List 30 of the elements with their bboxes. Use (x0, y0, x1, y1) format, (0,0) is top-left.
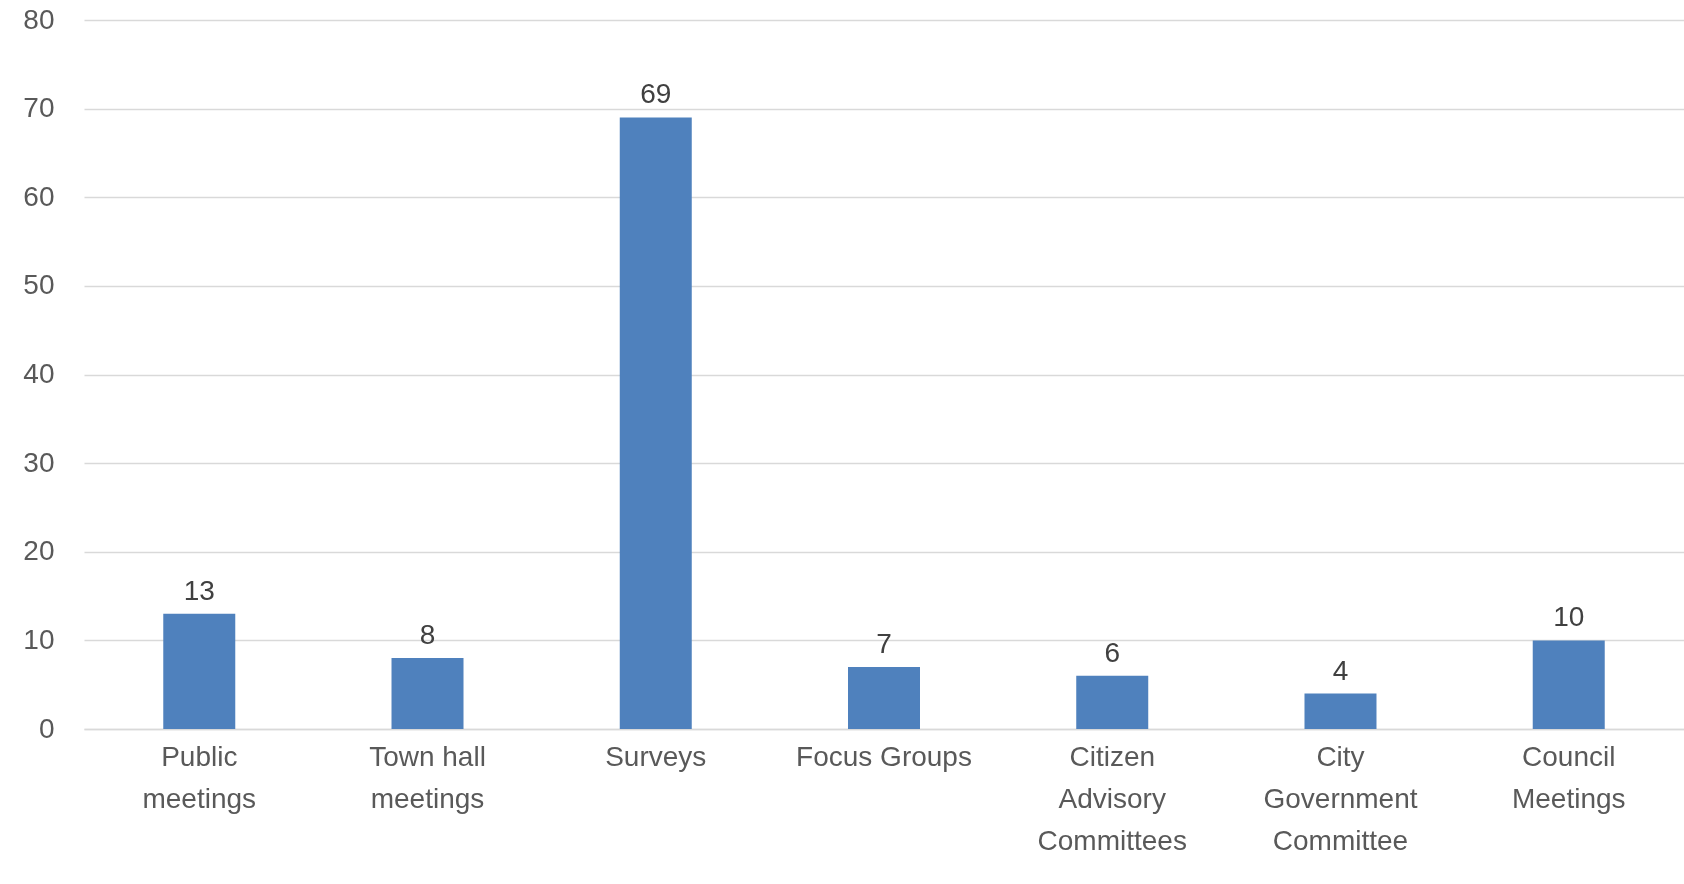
data-label: 13 (183, 574, 215, 606)
y-tick-label: 50 (23, 269, 55, 301)
data-label: 6 (1104, 636, 1121, 668)
x-tick-label: Council Meetings (1511, 740, 1626, 814)
x-tick-label: Surveys (605, 740, 707, 772)
data-label: 69 (640, 78, 672, 110)
y-tick-label: 30 (23, 446, 55, 478)
data-label: 7 (876, 627, 892, 659)
y-tick-label: 0 (38, 712, 55, 744)
x-tick-label: Citizen Advisory Committees (1037, 740, 1187, 856)
x-tick-label: Focus Groups (796, 740, 972, 772)
bar (1304, 693, 1377, 729)
y-tick-label: 10 (23, 623, 55, 655)
data-label: 10 (1553, 601, 1585, 633)
bar (1076, 675, 1149, 729)
data-label: 4 (1332, 654, 1349, 686)
x-tick-label: City Government Committee (1263, 740, 1418, 856)
data-label: 8 (419, 619, 436, 651)
bar (1532, 640, 1605, 729)
y-tick-label: 70 (23, 92, 55, 124)
bar (163, 613, 236, 729)
y-tick-label: 60 (23, 180, 55, 212)
x-tick-label: Town hall meetings (369, 740, 486, 814)
y-tick-label: 80 (23, 3, 55, 35)
y-tick-label: 40 (23, 358, 55, 389)
x-tick-label: Public meetings (142, 740, 257, 814)
bar (391, 658, 464, 729)
y-tick-label: 20 (23, 535, 55, 567)
bar (619, 117, 692, 729)
bar (848, 666, 920, 729)
